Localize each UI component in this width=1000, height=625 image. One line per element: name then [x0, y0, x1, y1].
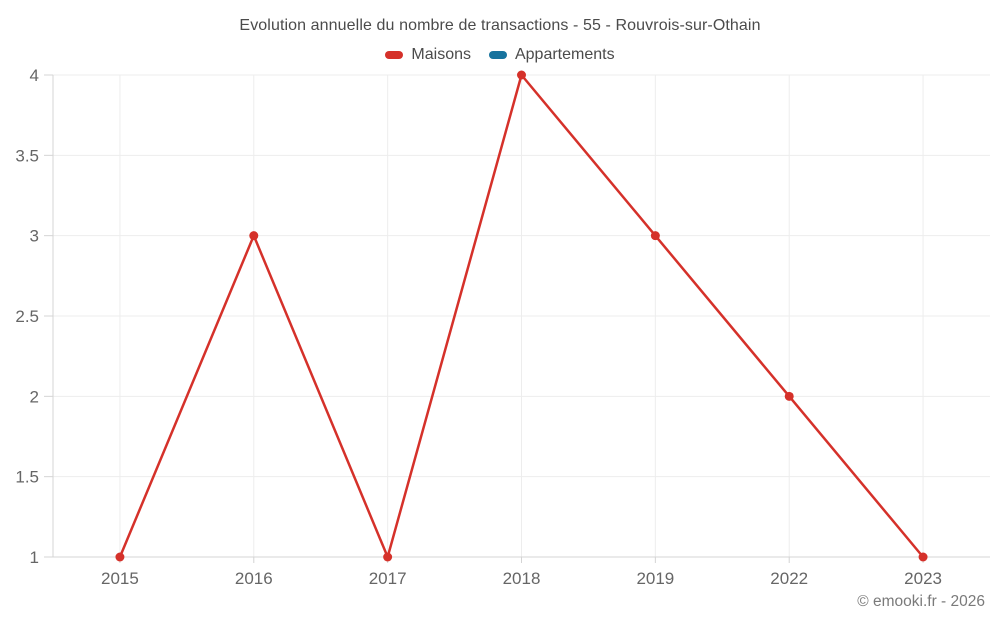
data-point-maisons-2022[interactable]: [784, 391, 794, 401]
legend-label-maisons: Maisons: [411, 46, 471, 63]
maisons-series-swatch-icon: [385, 51, 404, 59]
data-point-maisons-2023[interactable]: [918, 552, 928, 562]
data-point-maisons-2016[interactable]: [249, 231, 259, 241]
data-point-maisons-2017[interactable]: [383, 552, 393, 562]
legend-item-appartements[interactable]: Appartements: [488, 46, 615, 64]
data-point-maisons-2019[interactable]: [650, 231, 660, 241]
x-axis-label: 2018: [503, 569, 541, 588]
y-axis-label: 2: [30, 387, 39, 406]
x-axis-label: 2016: [235, 569, 273, 588]
y-axis-label: 2.5: [15, 307, 39, 326]
y-axis-label: 3.5: [15, 146, 39, 165]
appartements-series-swatch-icon: [488, 51, 507, 59]
x-axis-label: 2015: [101, 569, 139, 588]
x-axis-label: 2022: [770, 569, 808, 588]
x-axis-label: 2019: [636, 569, 674, 588]
y-axis-label: 1.5: [15, 468, 39, 487]
x-axis-label: 2023: [904, 569, 942, 588]
y-axis-label: 3: [30, 227, 39, 246]
chart-legend: Maisons Appartements: [0, 46, 1000, 64]
footer-credit: © emooki.fr - 2026: [857, 593, 985, 610]
chart-title: Evolution annuelle du nombre de transact…: [239, 17, 761, 34]
data-point-maisons-2015[interactable]: [115, 552, 125, 562]
legend-label-appartements: Appartements: [514, 46, 615, 63]
x-axis-label: 2017: [369, 569, 407, 588]
data-point-maisons-2018[interactable]: [517, 70, 526, 80]
y-axis-label: 1: [30, 548, 39, 567]
legend-item-maisons[interactable]: Maisons: [385, 46, 471, 64]
y-axis-label: 4: [30, 66, 39, 85]
